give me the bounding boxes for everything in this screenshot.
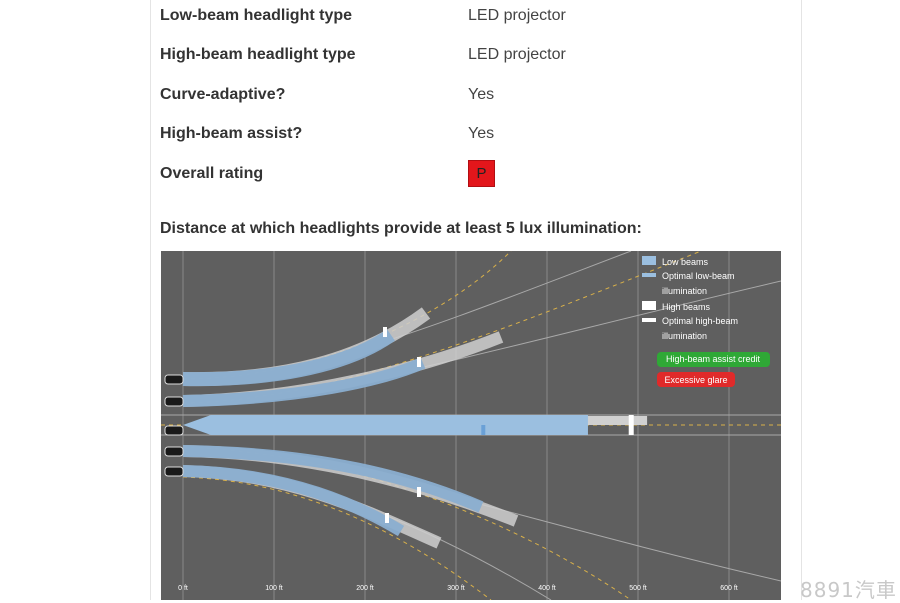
spec-label: High-beam headlight type: [160, 46, 356, 63]
legend-line: Optimal high-beam: [662, 316, 738, 326]
spec-row-high-beam: High-beam headlight type LED projector: [160, 43, 780, 67]
legend-swatch-optimal-high: [642, 318, 656, 322]
marker-optimal-low-beam: [481, 425, 486, 435]
x-tick-label: 0 ft: [178, 585, 188, 592]
watermark: 8891汽車: [800, 578, 897, 602]
spec-value: Yes: [468, 125, 495, 142]
spec-row-overall-rating: Overall rating P: [160, 160, 780, 187]
legend-line: illumination: [662, 331, 707, 341]
badge-excessive-glare: [657, 372, 735, 387]
spec-label: Curve-adaptive?: [160, 86, 286, 103]
spec-label: Low-beam headlight type: [160, 7, 353, 24]
rating-badge: P: [468, 160, 495, 187]
chart-title: Distance at which headlights provide at …: [160, 220, 642, 237]
bar-low-beams-start: [183, 415, 211, 435]
spec-label: Overall rating: [160, 165, 264, 182]
curve-low-beam-upper-left: [182, 329, 396, 387]
legend-swatch-high-beams: [642, 301, 656, 310]
curve-line: [182, 476, 492, 600]
optimal-marker: [417, 487, 421, 497]
x-tick-label: 500 ft: [629, 585, 647, 592]
badge-high-beam-assist-credit: [657, 352, 770, 367]
legend-line: Optimal low-beam: [662, 271, 735, 281]
x-tick-label: 400 ft: [538, 585, 556, 592]
spec-row-low-beam: Low-beam headlight type LED projector: [160, 4, 780, 28]
car-icon: [164, 446, 184, 457]
legend-label-optimal-low: Optimal low-beam illumination: [662, 271, 737, 296]
bar-low-beams: [211, 415, 588, 435]
legend-swatch-optimal-low: [642, 273, 656, 277]
spec-label: High-beam assist?: [160, 125, 303, 142]
optimal-marker: [385, 513, 389, 523]
x-tick-label: 600 ft: [720, 585, 738, 592]
legend: Low beams Optimal low-beam illumination …: [642, 256, 770, 387]
spec-value: Yes: [468, 86, 495, 103]
optimal-marker: [383, 327, 387, 337]
badge-label: Excessive glare: [664, 375, 727, 385]
spec-value: LED projector: [468, 46, 566, 63]
legend-label-low-beams: Low beams: [662, 257, 709, 267]
car-icon: [164, 466, 184, 477]
optimal-marker: [417, 357, 421, 367]
car-icon: [164, 425, 184, 436]
curve-low-beam-lower-right: [182, 445, 484, 513]
spec-row-curve-adaptive: Curve-adaptive? Yes: [160, 83, 780, 107]
car-icon: [164, 396, 184, 407]
curve-beams: [182, 307, 519, 549]
car-icons: [164, 374, 184, 477]
curve-low-beam-upper-right: [182, 357, 426, 407]
badge-label: High-beam assist credit: [666, 354, 761, 364]
spec-row-high-beam-assist: High-beam assist? Yes: [160, 122, 780, 146]
curve-low-beam-lower-left: [182, 465, 405, 537]
x-tick-label: 300 ft: [447, 585, 465, 592]
spec-value: LED projector: [468, 7, 566, 24]
x-axis-ticks: 0 ft 100 ft 200 ft 300 ft 400 ft 500 ft 600 ft: [178, 585, 738, 592]
x-tick-label: 200 ft: [356, 585, 374, 592]
car-icon: [164, 374, 184, 385]
legend-label-optimal-high: Optimal high-beam illumination: [662, 316, 741, 341]
legend-line: illumination: [662, 286, 707, 296]
legend-label-high-beams: High beams: [662, 302, 711, 312]
marker-optimal-high-beam: [628, 415, 634, 435]
legend-swatch-low-beams: [642, 256, 656, 265]
headlight-chart: 0 ft 100 ft 200 ft 300 ft 400 ft 500 ft 600 ft…: [161, 251, 781, 600]
x-tick-label: 100 ft: [265, 585, 283, 592]
